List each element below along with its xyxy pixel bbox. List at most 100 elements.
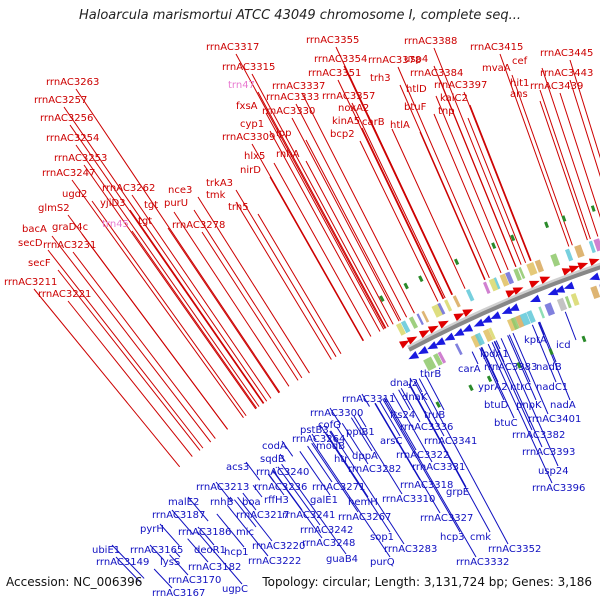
forward-gene-label: rrnAC3317 [206,42,259,53]
forward-gene-label: trkA3 [206,178,233,189]
feature-block-inner [426,364,430,366]
forward-gene-label: rrnAC3254 [46,133,99,144]
reverse-gene-label: rrnAC3282 [348,464,401,475]
forward-gene-label: nce3 [168,185,192,196]
feature-tick [470,385,473,390]
reverse-gene-label: rrnAC3187 [152,510,205,521]
forward-leader-line [434,114,501,273]
reverse-gene-label: rrnAC3336 [400,422,453,433]
reverse-gene-label: rrnAC3341 [424,436,477,447]
forward-gene-label: rrnAC3253 [54,153,107,164]
reverse-gene-arrow [462,324,473,332]
forward-gene-label: hlx5 [244,151,265,162]
forward-gene-label: rrnAC3333 [266,92,319,103]
reverse-gene-label: htr [334,454,349,465]
reverse-gene-label: rrnAC3170 [168,575,221,586]
forward-gene-label: graD4c [52,222,88,233]
feature-block-outer [468,294,472,296]
forward-gene-label: rrnAC3355 [306,35,359,46]
reverse-gene-label: kptA [524,335,547,346]
reverse-gene-label: fts24 [390,410,415,421]
forward-gene-label: trn47 [228,80,255,91]
reverse-gene-label: pnpK [516,400,542,411]
forward-leader-line [464,92,530,261]
forward-gene-label: rrnAC3397 [434,80,487,91]
feature-tick [592,206,594,212]
forward-gene-label: tnp [438,106,455,117]
feature-block-outer [595,244,600,246]
forward-leader-line [68,301,192,457]
reverse-gene-label: rrnAC3382 [512,430,565,441]
forward-gene-label: secF [28,258,51,269]
feature-block-inner [559,303,565,305]
forward-gene-label: rrnAC3221 [38,289,91,300]
forward-gene-label: rrnAC3357 [322,91,375,102]
reverse-gene-label: rrnAC3213 [196,482,249,493]
reverse-gene-label: nadB [536,362,562,373]
reverse-gene-label: grpE [446,487,469,498]
feature-tick [455,259,457,264]
feature-tick [493,243,495,249]
reverse-gene-label: usp24 [538,466,569,477]
feature-block-outer [537,265,542,267]
reverse-gene-label: galE1 [310,495,338,506]
reverse-gene-label: nadA [550,400,576,411]
feature-block-inner [441,357,444,359]
feature-block-outer [419,319,421,320]
reverse-gene-label: btuD [484,400,509,411]
feature-block-outer [567,254,571,256]
feature-block-inner [517,320,522,322]
forward-leader-line [542,68,598,237]
forward-leader-line [34,289,180,467]
feature-block-outer [491,284,496,286]
feature-block-outer [447,305,450,306]
forward-leader-line [270,131,380,331]
reverse-gene-label: hcp3 [440,532,465,543]
reverse-gene-label: sop1 [370,532,394,543]
reverse-gene-label: rrnAC3283 [384,544,437,555]
feature-block-outer [485,287,488,288]
reverse-gene-label: codA [262,441,287,452]
forward-gene-label: ans [510,89,528,100]
reverse-gene-label: dnaJ2 [390,378,418,389]
forward-leader-line [252,144,364,341]
forward-gene-label: purU [164,198,188,209]
reverse-gene-label: rrnAC3352 [488,544,541,555]
reverse-gene-label: rffH3 [264,495,289,506]
feature-block-outer [507,277,511,279]
reverse-gene-label: dnaK [402,392,428,403]
reverse-gene-label: rrnAC3310 [382,494,435,505]
reverse-gene-label: mic [236,527,254,538]
reverse-leader-line [472,352,478,364]
reverse-gene-label: yprA2 [478,382,508,393]
forward-gene-label: rrnAC3278 [172,220,225,231]
reverse-gene-label: ntrC [510,382,531,393]
feature-tick [550,349,552,355]
feature-block-inner [573,299,578,301]
forward-leader-line [306,140,401,320]
reverse-gene-label: cmk [470,532,491,543]
forward-gene-label: rrnAC3315 [222,62,275,73]
forward-gene-label: rrnAC3263 [46,77,99,88]
forward-gene-label: rrnAC3257 [34,95,87,106]
reverse-gene-label: rrnAC3149 [96,557,149,568]
forward-gene-label: bcp2 [330,129,355,140]
forward-gene-label: cyp1 [240,119,264,130]
reverse-gene-label: rrnAC3241 [282,510,335,521]
reverse-gene-label: cofG [318,420,341,431]
feature-block-outer [440,308,443,309]
forward-gene-label: rrnAC3231 [43,240,96,251]
forward-gene-label: cef [512,56,528,67]
reverse-gene-label: rrnAC3311 [342,394,395,405]
forward-gene-label: rnhA [276,149,300,160]
feature-tick [512,235,514,241]
feature-block-inner [522,318,528,321]
forward-gene-label: rrnAC3309 [222,132,275,143]
feature-block-inner [436,359,440,361]
feature-block-inner [458,349,460,350]
forward-leader-line [168,228,279,393]
reverse-gene-label: rrnAC3248 [302,538,355,549]
feature-tick [546,222,548,228]
forward-gene-label: ugd2 [62,189,87,200]
